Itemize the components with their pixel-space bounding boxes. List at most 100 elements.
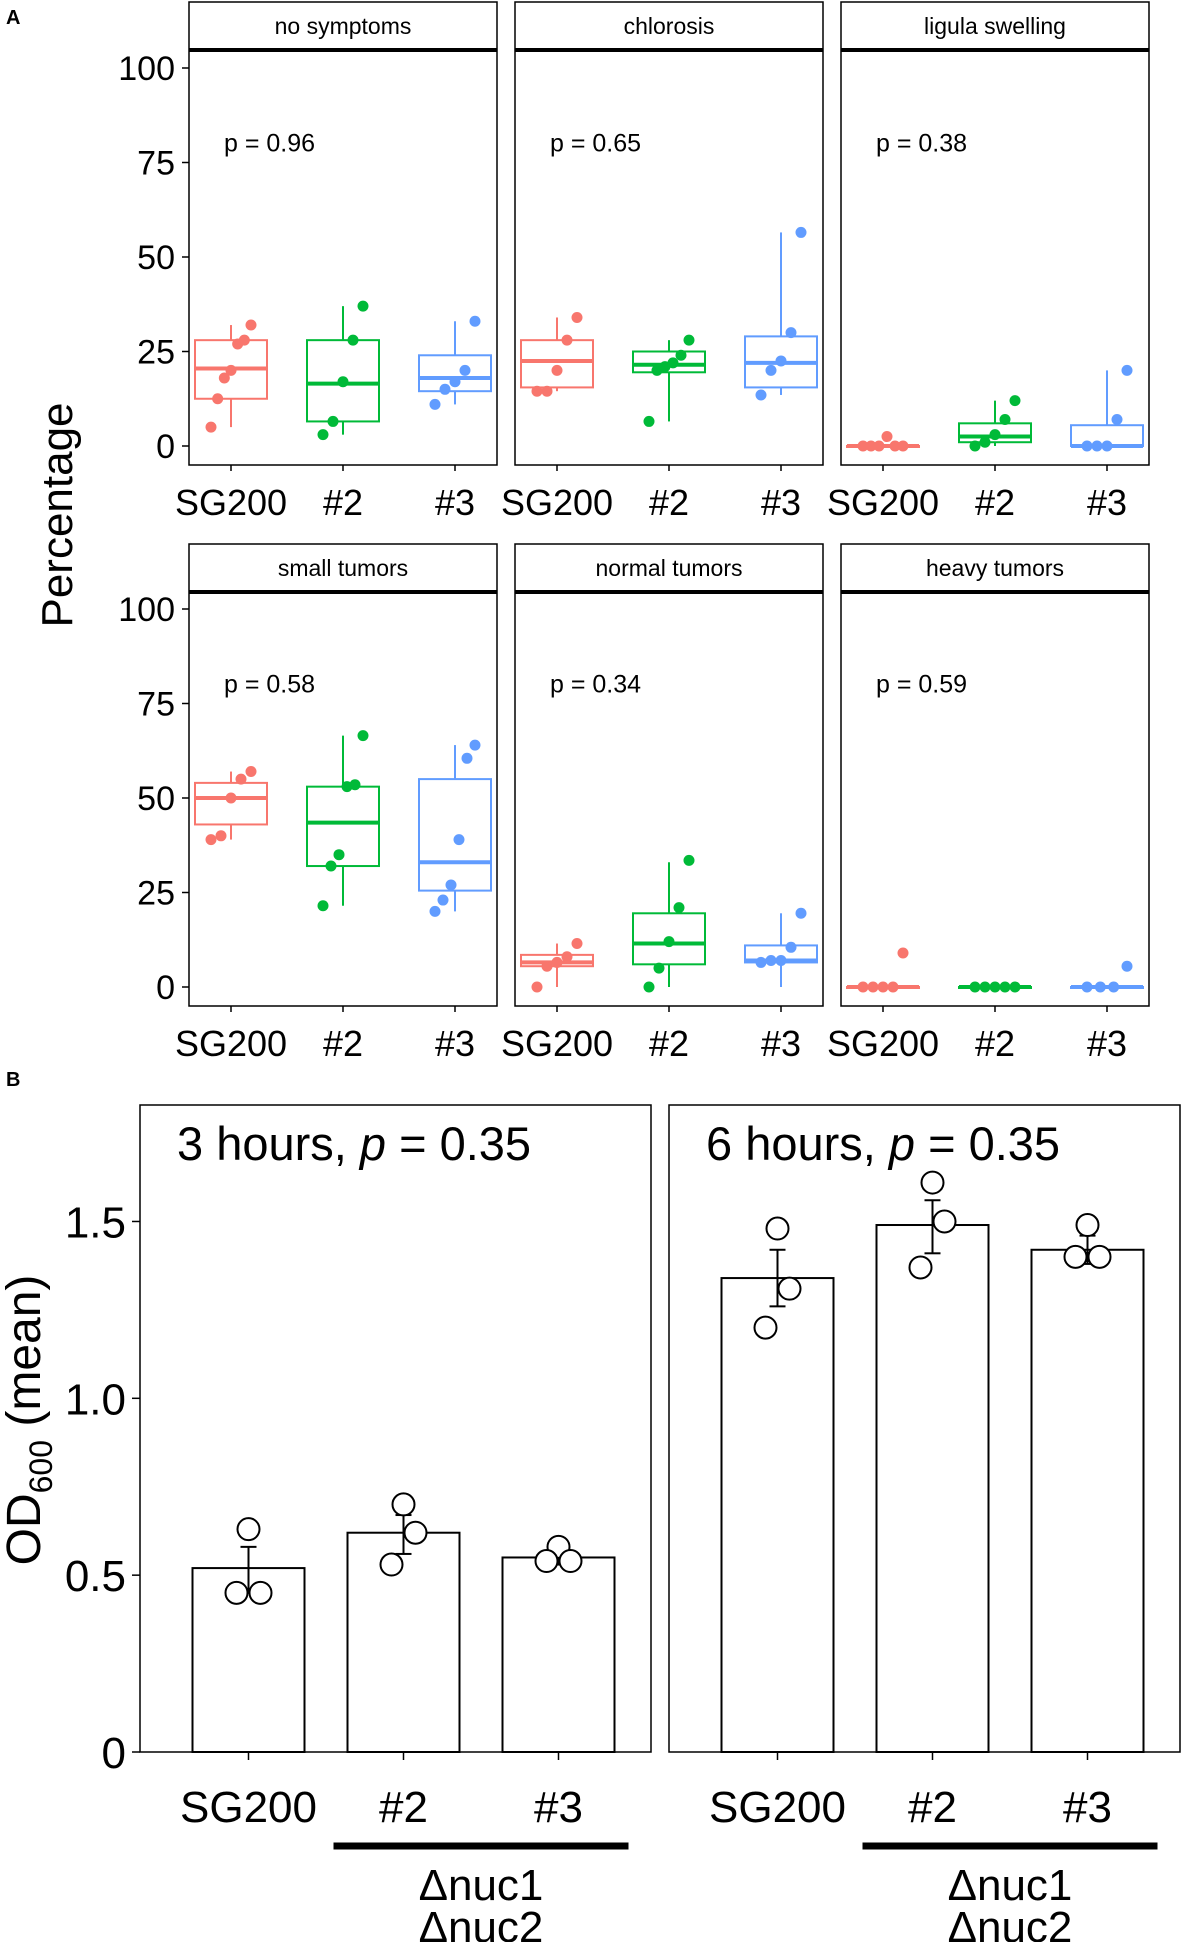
y-tick-label-0: 0 [102,1729,126,1778]
data-point [785,941,797,953]
x-tick-label-2: #2 [975,1023,1015,1064]
data-point [571,938,583,950]
data-point [1101,440,1113,452]
data-point [429,398,441,410]
facet-title: chlorosis [624,13,715,39]
box-2 [958,981,1032,993]
box-sg200 [846,947,920,993]
bar [875,1224,990,1753]
y-tick-label-25: 25 [137,334,175,372]
replicate-point [920,1170,945,1195]
facet-small-tumors: small tumors p = 0.58 0 25 50 75 100 SG200 #2 #3 [118,543,498,1064]
facet-title: small tumors [278,555,408,581]
x-tick-label-sg200: SG200 [180,1783,317,1832]
box-3 [1070,364,1144,452]
title-prefix: 3 hours, [177,1117,360,1170]
data-point [785,327,797,339]
data-point [755,956,767,968]
data-point [683,334,695,346]
data-point [889,440,901,452]
x-tick-label-sg200: SG200 [501,1023,613,1064]
mutant-group-label-line1: Δnuc1 [948,1861,1073,1910]
data-point [683,854,695,866]
bar [501,1556,616,1753]
data-point [653,962,665,974]
data-point [337,376,349,388]
facet-title: no symptoms [275,13,412,39]
replicate-point [558,1549,583,1574]
data-point [531,385,543,397]
box [958,422,1032,444]
data-point [1081,981,1093,993]
data-point [795,907,807,919]
title-p: p [887,1117,915,1170]
data-point [245,766,257,778]
x-tick-label-2: #2 [323,482,363,523]
facet-title: heavy tumors [926,555,1064,581]
replicate-point [224,1580,249,1605]
box [194,781,268,826]
data-point [1094,981,1106,993]
data-point [469,315,481,327]
data-point [969,981,981,993]
data-point [989,429,1001,441]
box-3 [418,315,492,410]
x-tick-label-sg200: SG200 [827,482,939,523]
data-point [429,905,441,917]
x-tick-label-2: #2 [975,482,1015,523]
bar [346,1531,461,1754]
data-point [887,981,899,993]
replicate-point [403,1520,428,1545]
data-point [643,981,655,993]
data-point [349,779,361,791]
x-tick-label-3: #3 [534,1783,583,1832]
facet-frame [188,1,498,466]
x-tick-label-sg200: SG200 [827,1023,939,1064]
box-3 [744,226,818,401]
box [632,350,706,374]
replicate-point [765,1216,790,1241]
mutant-group-label-line2: Δnuc2 [419,1903,544,1942]
replicate-point [1063,1244,1088,1269]
box [306,339,380,423]
facet-no-symptoms: no symptoms p = 0.96 0 25 50 75 100 SG200 #2 #3 [118,1,498,523]
box [418,354,492,393]
mutant-group-label-line1: Δnuc1 [419,1861,544,1910]
data-point [999,414,1011,426]
data-point [897,440,909,452]
data-point [643,415,655,427]
x-tick-label-sg200: SG200 [501,482,613,523]
data-point [877,981,889,993]
data-point [1121,364,1133,376]
data-point [673,902,685,914]
data-point [357,300,369,312]
replicate-point [534,1549,559,1574]
box-3 [1070,960,1144,993]
x-tick-label-2: #2 [649,1023,689,1064]
panel-label-b: B [6,1069,20,1091]
data-point [867,981,879,993]
bar [191,1567,306,1754]
data-point [873,440,885,452]
data-point [897,947,909,959]
replicate-point [391,1492,416,1517]
data-point [225,364,237,376]
data-point [327,415,339,427]
data-point [795,226,807,238]
data-point [357,730,369,742]
data-point [449,376,461,388]
data-point [245,319,257,331]
data-point [205,421,217,433]
replicate-point [1087,1244,1112,1269]
y-tick-label-1-5: 1.5 [65,1198,126,1247]
y-tick-label-50: 50 [137,239,175,277]
facet-pvalue: p = 0.65 [550,130,641,158]
data-point [1111,414,1123,426]
data-point [215,830,227,842]
data-point [1121,960,1133,972]
data-point [1009,981,1021,993]
data-point [979,981,991,993]
data-point [675,349,687,361]
